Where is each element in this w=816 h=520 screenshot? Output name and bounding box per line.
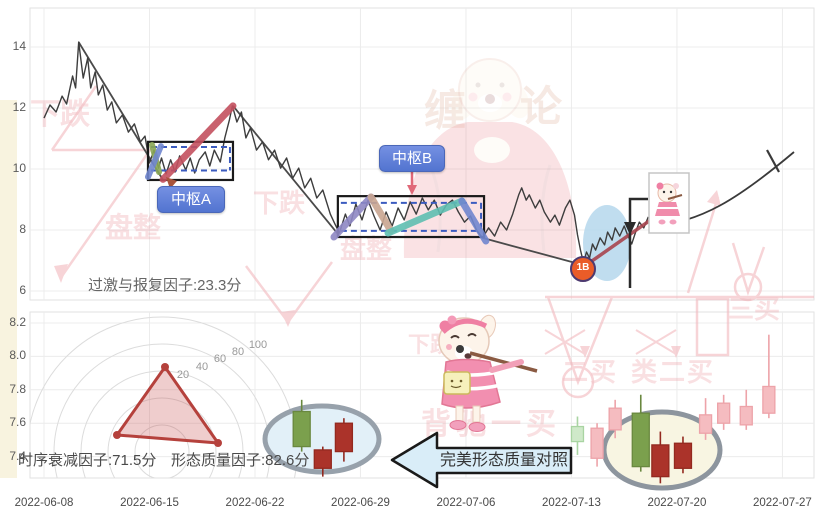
watermark-circle (733, 272, 763, 302)
bottom-y-tick: 7.4 (9, 448, 26, 463)
radar-tick-label: 100 (248, 339, 268, 351)
price-highlight-ellipse (583, 205, 631, 281)
radar-tick-label: 80 (231, 346, 245, 358)
watermark-v-shape (731, 242, 766, 296)
pivot-a-label: 中枢A (157, 186, 225, 213)
top-y-tick: 12 (12, 100, 26, 114)
x-axis-date: 2022-07-06 (436, 497, 496, 509)
factor-overshoot-text: 过激与报复因子:23.3分 (88, 277, 242, 294)
top-y-tick: 10 (12, 161, 26, 175)
top-y-tick: 8 (19, 222, 26, 236)
first-buy-marker[interactable]: 1B (570, 256, 596, 282)
watermark-arrowhead (707, 190, 721, 206)
watermark-text-quasi-second-buy: 类二买 (631, 357, 715, 387)
callout-arrow-shape (390, 431, 573, 489)
brand-char-left: 缠 (424, 87, 466, 134)
watermark-text-consolidate-2: 盘整 (340, 234, 392, 264)
x-axis-date: 2022-07-20 (647, 497, 707, 509)
watermark-text-second-buy: 二买 (562, 357, 618, 387)
pivot-a-pointer-arrowhead (166, 177, 177, 189)
red-dog-mascot-watermark (403, 58, 577, 258)
watermark-up-line (686, 196, 720, 294)
projection-arrow-tick (766, 149, 780, 173)
watermark-x-motif (544, 329, 586, 355)
pivot-b-label: 中枢B (379, 145, 445, 172)
radar-triangle (113, 363, 222, 447)
x-axis-date: 2022-07-13 (542, 497, 601, 509)
factor-time-decay-text: 时序衰减因子:71.5分 (18, 452, 157, 469)
pattern-card (648, 172, 690, 234)
x-axis-date: 2022-06-15 (120, 497, 179, 509)
watermark-v-shape (546, 296, 614, 386)
watermark-zigzag (52, 148, 153, 277)
watermark-arrowhead (671, 346, 681, 358)
watermark-x-motif (635, 329, 677, 355)
radar-tick-label: 60 (213, 353, 227, 365)
measure-bracket (628, 197, 648, 288)
watermark-text-consolidate-1: 盘整 (105, 211, 161, 243)
radar-tick-label: 40 (195, 361, 209, 373)
x-axis-date: 2022-06-08 (14, 497, 74, 509)
factor-quality-text: 形态质量因子:82.6分 (171, 452, 310, 469)
bottom-y-tick: 8.0 (9, 348, 26, 363)
watermark-arrowhead (580, 346, 590, 358)
bottom-y-tick: 7.8 (9, 381, 26, 396)
callout-label: 完美形态质量对照 (439, 452, 568, 469)
measure-bracket-arrowhead (624, 222, 636, 235)
background-strip (0, 100, 17, 478)
bottom-y-tick: 8.2 (9, 315, 26, 329)
watermark-decline-line (50, 85, 98, 151)
bottom-y-tick: 7.6 (9, 415, 26, 430)
watermark-arrowhead (54, 264, 68, 283)
brand-char-right: 论 (520, 83, 563, 130)
watermark-text-divergence-buy: 背驰一买 (421, 408, 561, 441)
pink-girl-mascot (438, 314, 538, 432)
top-y-tick: 6 (19, 283, 26, 297)
watermark-text-third-buy: 三买 (728, 294, 780, 324)
watermark-text-decline-2: 下跌 (253, 188, 305, 218)
x-axis-date: 2022-06-22 (225, 497, 285, 509)
watermark-rect (695, 297, 730, 357)
radar-tick-label: 20 (176, 369, 190, 381)
top-y-tick: 14 (12, 39, 26, 53)
watermark-circle (561, 365, 595, 399)
x-axis-date: 2022-07-27 (753, 497, 812, 509)
candlesticks (292, 334, 776, 484)
x-axis-date: 2022-06-29 (331, 497, 390, 509)
pivot-b-pointer-arrowhead (407, 185, 417, 195)
annotations (166, 149, 795, 489)
watermark-arrowhead (281, 310, 295, 327)
watermark-layer: 下跌 盘整 下跌 盘整 下跌 背驰一买 二买 类二买 三买 缠 论 (30, 58, 814, 441)
